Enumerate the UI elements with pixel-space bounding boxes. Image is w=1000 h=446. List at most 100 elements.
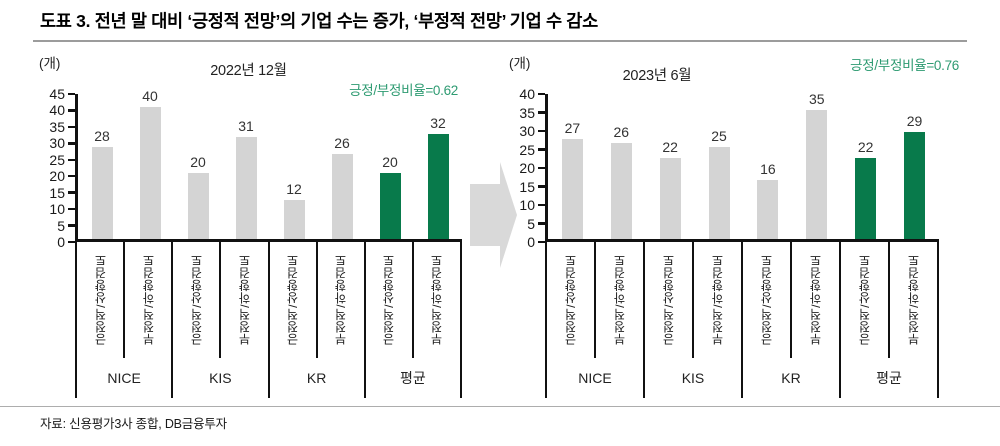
y-tick-mark [68,174,75,178]
y-tick-label: 35 [519,104,535,121]
category-axis-table: 긍정적/상향검토 부정적/하향검토 NICE 긍정적/상향검토 부정적/하향검토 KIS 긍… [545,242,939,398]
plot-area: 27 26 22 25 16 35 22 29 [545,90,939,242]
group-label: KIS [209,370,232,386]
y-tick-mark [68,125,75,129]
y-tick-mark [68,109,75,112]
bar [91,146,113,239]
bar-value-label: 40 [142,88,158,105]
bar [187,173,209,239]
chart-header: (개) 2023년 6월 긍정/부정비율=0.76 [505,42,959,94]
rating-agency-group: 긍정적/상향검토 부정적/하향검토 NICE [75,242,171,398]
y-tick-label: 0 [57,234,65,250]
y-tick-label: 35 [49,118,65,135]
category-cells: 긍정적/상향검토 부정적/하향검토 [270,242,364,358]
bar [708,146,730,239]
group-label: 평균 [876,370,902,386]
y-tick-mark [538,92,545,96]
bar-slot: 25 [695,94,744,239]
bar [283,199,305,239]
y-tick: 15 [49,185,75,201]
chart-2022-12: (개) 2022년 12월 긍정/부정비율=0.62 45 40 35 30 25 20 1… [35,42,462,398]
bar-slot: 27 [548,94,597,239]
bar-value-label: 20 [190,154,206,171]
category-cell: 부정적/하향검토 [318,242,364,358]
rating-agency-group: 긍정적/상향검토 부정적/하향검토 NICE [545,242,643,398]
ratio-annotation: 긍정/부정비율=0.62 [349,83,458,98]
y-tick: 15 [519,179,545,195]
bar-value-label: 26 [613,123,630,140]
y-tick: 35 [49,119,75,135]
bar-slot: 26 [318,94,366,239]
plot-area: 28 40 20 31 12 26 20 32 [75,89,462,242]
y-tick-label: 20 [519,160,535,176]
y-tick: 45 [49,86,75,102]
y-tick-mark [68,207,75,211]
y-tick: 5 [57,218,75,234]
y-tick-mark [68,191,75,194]
rating-agency-group: 긍정적/상향검토 부정적/하향검토 KR [267,242,364,398]
y-tick-mark [538,148,545,151]
bar-value-label: 35 [809,90,825,107]
ratio-annotation: 긍정/부정비율=0.76 [850,58,959,73]
bar [379,173,401,239]
arrow-head-icon [500,162,517,268]
category-cell: 부정적/하향검토 [596,242,643,358]
y-tick-label: 40 [49,102,65,119]
category-cell: 부정적/하향검토 [694,242,741,358]
y-tick-mark [68,224,75,227]
y-tick-mark [68,92,75,96]
y-tick-mark [538,185,545,188]
group-label: 평균 [399,370,426,386]
category-label: 부정적/하향검토 [711,254,725,346]
y-tick: 0 [57,234,75,250]
y-tick-label: 30 [49,135,65,152]
category-label: 긍정적/상향검토 [93,254,108,346]
chart-body: 45 40 35 30 25 20 15 10 5 0 28 40 20 31 12 26 20 32 [35,86,462,250]
bar-value-label: 26 [334,134,350,151]
category-label: 긍정적/상향검토 [189,254,204,346]
category-cells: 긍정적/상향검토 부정적/하향검토 [366,242,460,358]
y-tick-mark [538,111,545,114]
category-cell: 긍정적/상향검토 [743,242,792,358]
bar [139,107,161,239]
bar-slot: 28 [78,94,126,239]
category-label: 부정적/하향검토 [613,254,627,346]
bar-slot: 31 [222,94,270,239]
rating-agency-group: 긍정적/상향검토 부정적/하향검토 KIS [643,242,741,398]
category-label: 부정적/하향검토 [809,254,823,346]
category-label: 긍정적/상향검토 [382,254,397,346]
rating-agency-group: 긍정적/상향검토 부정적/하향검토 KIS [171,242,267,398]
figure-title: 도표 3. 전년 말 대비 ‘긍정적 전망’의 기업 수는 증가, ‘부정적 전… [40,11,598,31]
bar-value-label: 22 [857,138,874,155]
bar [757,179,779,239]
bar-value-label: 27 [564,120,581,137]
group-label: KR [781,370,801,386]
bar [427,133,449,239]
bar [659,157,681,239]
bar-value-label: 22 [662,138,678,155]
chart-title: 2022년 12월 [210,63,287,79]
chart-body: 40 35 30 25 20 15 10 5 0 27 26 22 25 16 35 22 29 [505,86,939,250]
y-tick-label: 40 [519,86,535,102]
group-label: NICE [578,370,612,386]
category-label: 부정적/하향검토 [237,254,252,346]
category-label: 부정적/하향검토 [430,254,445,346]
bar [331,153,353,239]
y-tick: 25 [49,152,75,168]
category-cell: 긍정적/상향검토 [77,242,126,358]
bar [904,131,926,239]
category-label: 긍정적/상향검토 [760,254,774,346]
y-axis: 45 40 35 30 25 20 15 10 5 0 [35,86,75,250]
category-cell: 부정적/하향검토 [221,242,267,358]
bar-slot: 12 [270,94,318,239]
bar-slot: 40 [126,89,174,239]
category-label: 긍정적/상향검토 [662,254,676,346]
y-tick: 10 [519,197,545,213]
arrow-body [470,184,500,246]
bar-slot: 22 [841,94,890,239]
category-cells: 긍정적/상향검토 부정적/하향검토 [645,242,741,358]
category-cells: 긍정적/상향검토 부정적/하향검토 [547,242,643,358]
y-tick: 40 [519,86,545,102]
